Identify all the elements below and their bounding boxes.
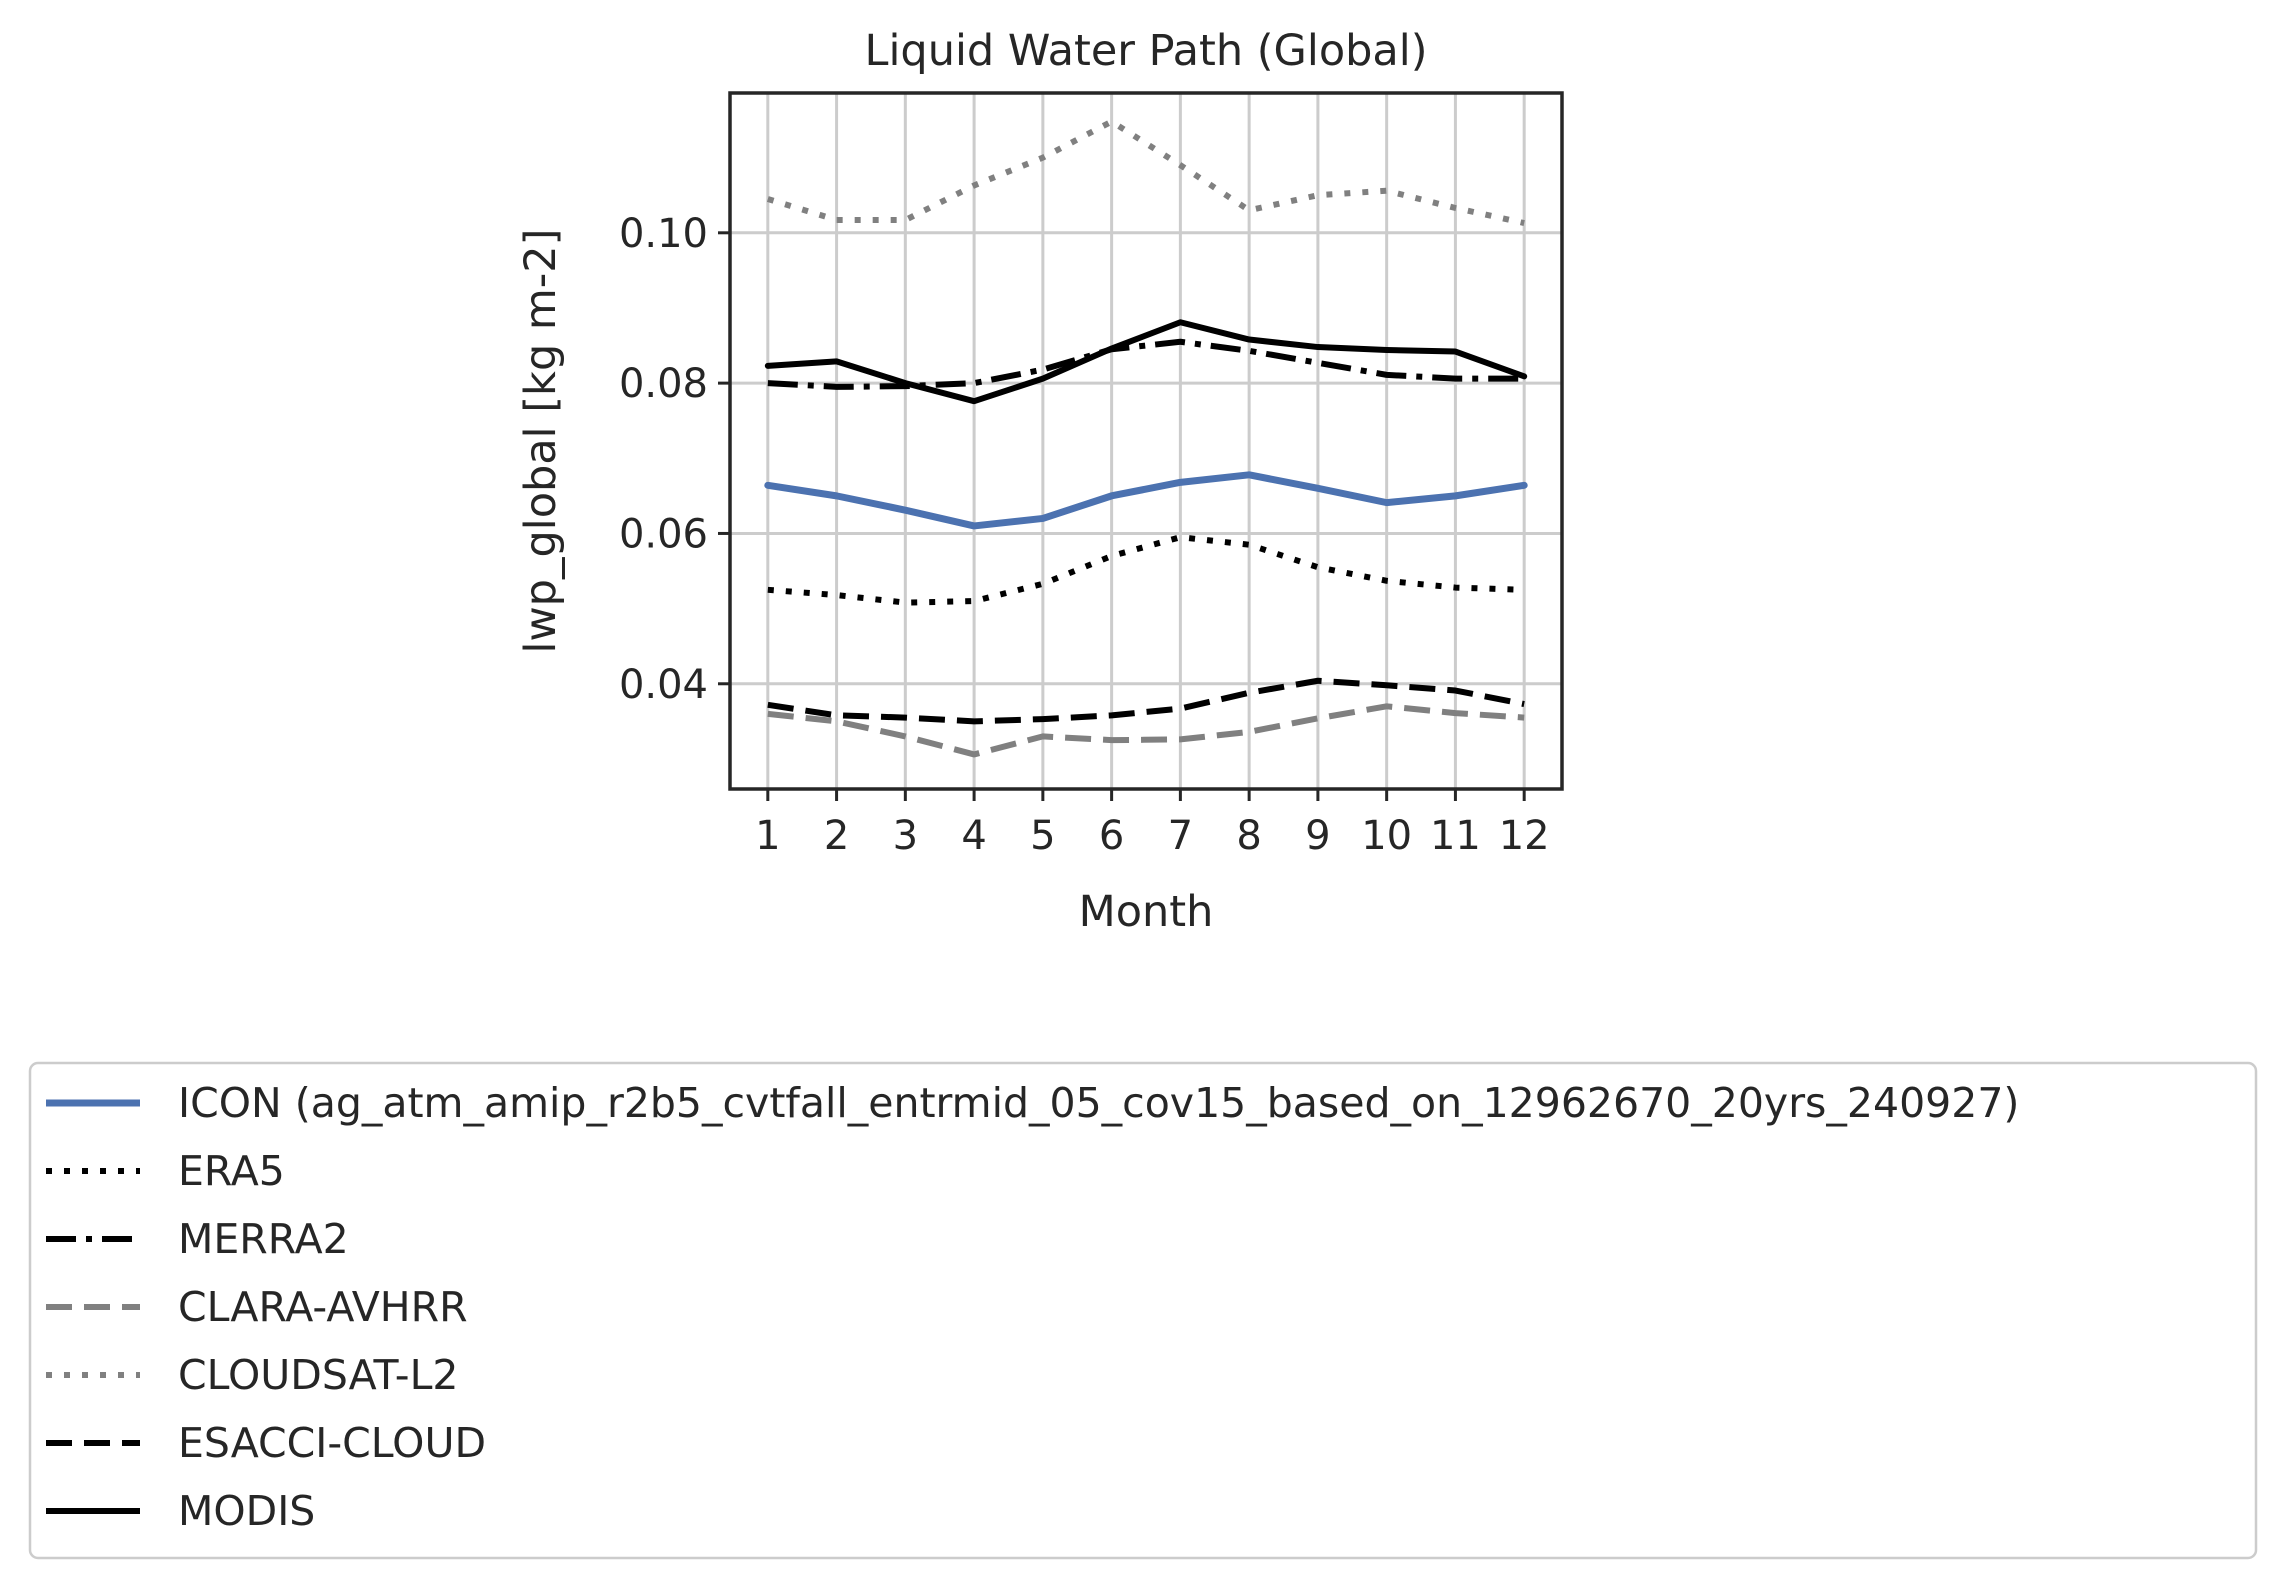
legend-frame [28,1061,2258,1560]
series-lines [764,118,1528,758]
series-line-merra2 [767,338,1525,390]
x-tick-label: 1 [755,813,780,859]
legend-label: CLARA-AVHRR [178,1283,468,1331]
x-tick-label: 8 [1236,813,1261,859]
series-line-era5 [767,534,1525,606]
y-axis-label: lwp_global [kg m-2] [516,229,566,654]
legend-label: MERRA2 [178,1215,349,1263]
x-tick-label: 2 [824,813,849,859]
legend-label: MODIS [178,1487,315,1535]
y-tick-label: 0.06 [619,511,708,557]
y-tick-label: 0.04 [619,662,708,708]
legend-label: ESACCI-CLOUD [178,1419,486,1467]
series-line-clara-avhrr [767,703,1525,758]
x-tick-label: 3 [893,813,918,859]
series-line-cloudsat-l2 [766,118,1525,226]
legend-label: ICON (ag_atm_amip_r2b5_cvtfall_entrmid_0… [178,1079,2019,1127]
x-tick-label: 4 [961,813,986,859]
plot-frame [728,91,1564,791]
y-tick-label: 0.10 [619,211,708,257]
x-tick-label: 9 [1305,813,1330,859]
axis-ticks: 1 2 3 4 5 6 7 8 9 10 11 120.040.060.080.10 [619,211,1550,859]
x-tick-label: 11 [1430,813,1481,859]
x-tick-label: 12 [1499,813,1550,859]
legend: ICON (ag_atm_amip_r2b5_cvtfall_entrmid_0… [28,1061,2258,1560]
x-tick-label: 7 [1168,813,1193,859]
y-tick-label: 0.08 [619,361,708,407]
series-line-esacci-cloud [767,677,1525,725]
chart-title: Liquid Water Path (Global) [865,26,1428,76]
series-line-modis [764,319,1528,405]
legend-label: CLOUDSAT-L2 [178,1351,459,1399]
x-tick-label: 10 [1361,813,1412,859]
x-tick-label: 5 [1030,813,1055,859]
grid-lines [730,93,1562,789]
x-axis-label: Month [1079,887,1214,937]
x-tick-label: 6 [1099,813,1124,859]
series-line-icon [764,471,1528,530]
legend-label: ERA5 [178,1147,285,1195]
